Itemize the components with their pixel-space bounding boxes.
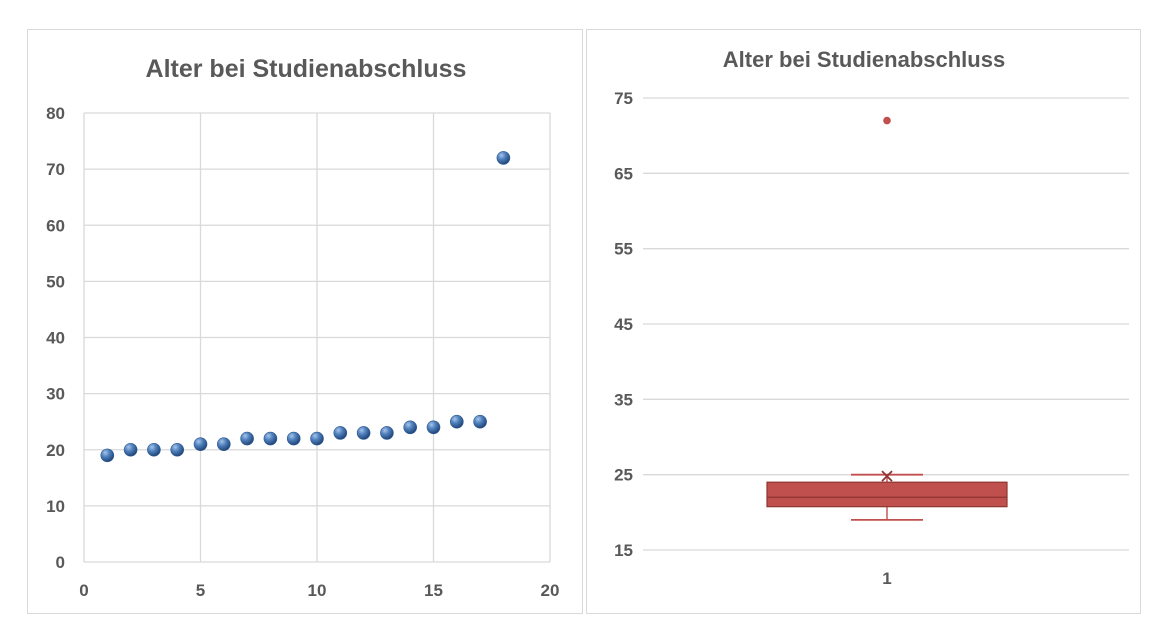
scatter-chart-panel: Alter bei Studienabschluss 0 10 20 30 40 50 60… — [27, 29, 583, 614]
box-y-tick-label: 25 — [614, 466, 633, 485]
box-plot-chart: Alter bei Studienabschluss 15 25 35 45 55 65 7… — [614, 47, 1129, 588]
scatter-point — [147, 442, 161, 457]
box-mean-marker — [881, 470, 893, 482]
box-plot-panel: Alter bei Studienabschluss 15 25 35 45 55 65 7… — [586, 29, 1141, 614]
scatter-point — [426, 420, 441, 435]
scatter-gridlines — [83, 112, 551, 563]
scatter-point — [263, 431, 278, 446]
scatter-point — [217, 437, 231, 451]
scatter-point — [170, 442, 184, 457]
box-y-tick-label: 45 — [614, 315, 633, 334]
scatter-points — [100, 151, 511, 463]
box-y-tick-label: 75 — [614, 89, 633, 108]
scatter-y-tick-labels: 0 10 20 30 40 50 60 70 80 — [46, 104, 65, 572]
scatter-chart-title: Alter bei Studienabschluss — [146, 55, 467, 83]
scatter-point — [333, 426, 348, 440]
scatter-y-tick-label: 30 — [46, 385, 65, 404]
scatter-y-tick-label: 20 — [46, 441, 65, 460]
scatter-y-tick-label: 80 — [46, 104, 65, 123]
scatter-point — [310, 431, 324, 446]
box-y-tick-label: 15 — [614, 541, 633, 560]
scatter-point — [496, 151, 511, 165]
scatter-y-tick-label: 50 — [46, 272, 65, 291]
scatter-x-tick-label: 20 — [541, 581, 560, 600]
box-plot-marks — [766, 116, 1008, 521]
scatter-x-tick-label: 5 — [196, 581, 205, 600]
scatter-y-tick-label: 0 — [56, 553, 65, 572]
scatter-x-tick-labels: 0 5 10 15 20 — [79, 581, 559, 600]
scatter-point — [356, 426, 371, 440]
box-y-tick-label: 55 — [614, 240, 633, 259]
scatter-x-tick-label: 0 — [79, 581, 88, 600]
scatter-point — [473, 414, 487, 429]
box-y-tick-label: 35 — [614, 390, 633, 409]
scatter-point — [286, 431, 301, 446]
scatter-point — [449, 414, 464, 429]
scatter-x-tick-label: 10 — [308, 581, 327, 600]
box-plot-x-tick-labels: 1 — [882, 569, 891, 588]
scatter-point — [100, 448, 115, 463]
box-iqr — [766, 481, 1008, 508]
box-x-tick-label: 1 — [882, 569, 891, 588]
box-outlier-point — [883, 116, 891, 125]
scatter-y-tick-label: 60 — [46, 216, 65, 235]
scatter-point — [123, 442, 138, 457]
box-plot-y-tick-labels: 15 25 35 45 55 65 75 — [614, 89, 633, 560]
scatter-point — [193, 437, 208, 451]
box-y-tick-label: 65 — [614, 164, 633, 183]
box-plot-title: Alter bei Studienabschluss — [723, 47, 1005, 72]
scatter-y-tick-label: 10 — [46, 497, 65, 516]
scatter-y-tick-label: 40 — [46, 329, 65, 348]
scatter-chart: Alter bei Studienabschluss 0102030405060… — [46, 55, 559, 600]
scatter-y-tick-label: 70 — [46, 160, 65, 179]
scatter-point — [380, 426, 394, 440]
scatter-point — [403, 420, 418, 435]
scatter-x-tick-label: 15 — [424, 581, 443, 600]
scatter-point — [240, 431, 254, 446]
